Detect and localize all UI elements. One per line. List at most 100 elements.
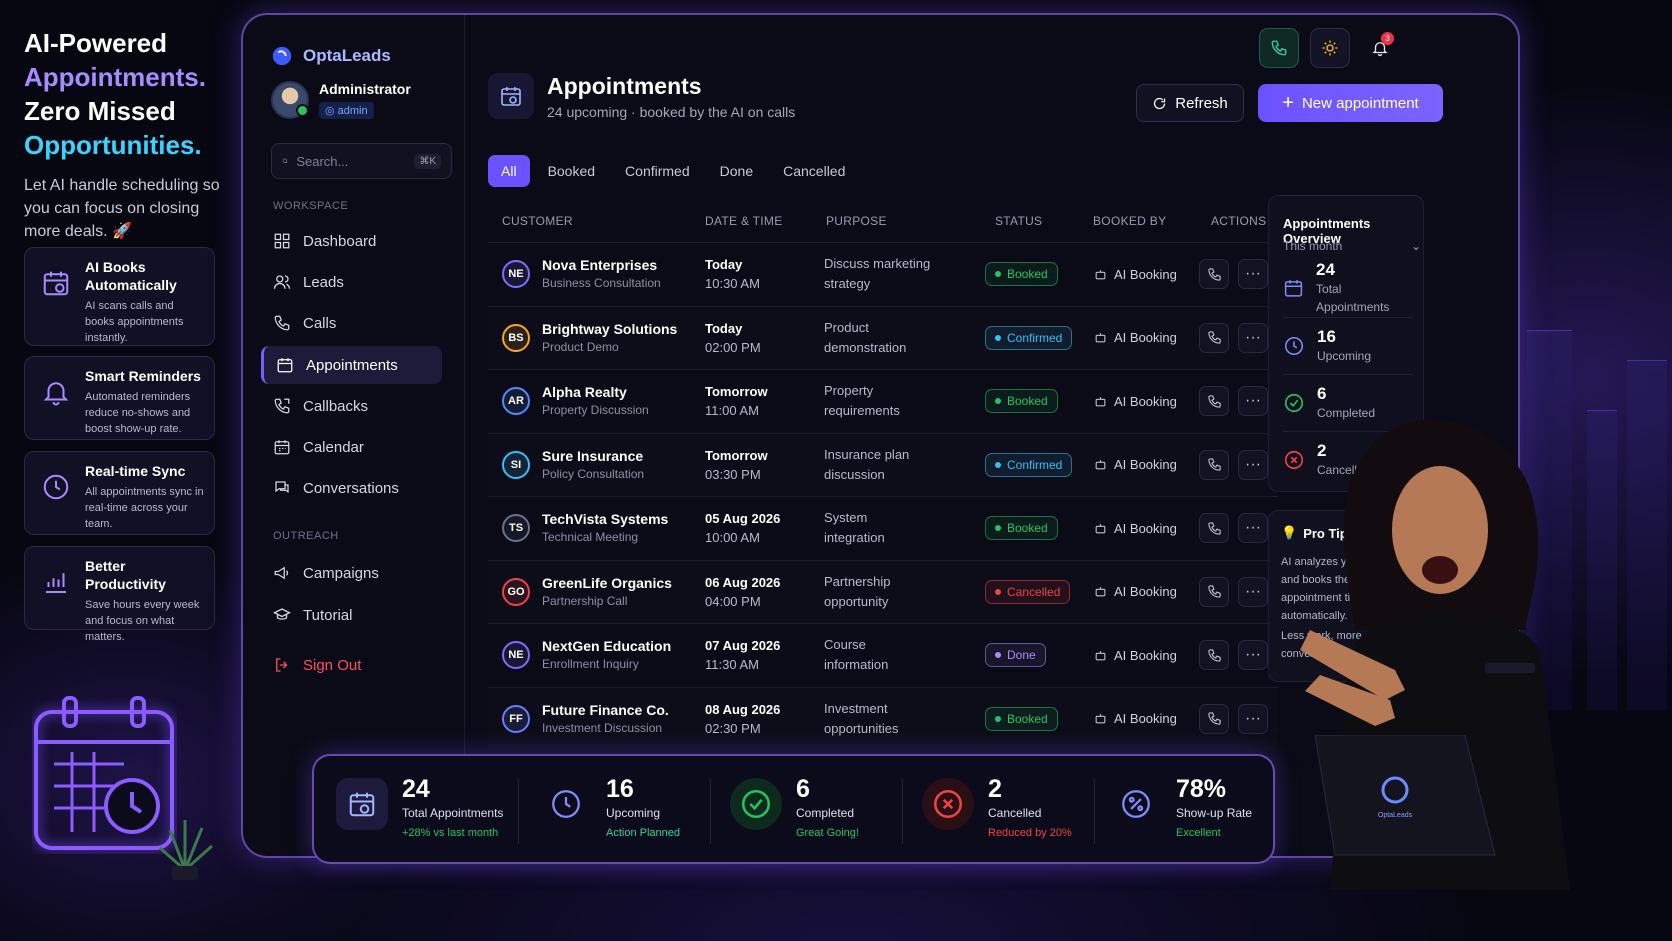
sidebar-item-calls[interactable]: Calls bbox=[261, 304, 442, 342]
more-actions-button[interactable]: ··· bbox=[1238, 703, 1268, 734]
customer-cell: AR Alpha Realty Property Discussion bbox=[502, 383, 649, 419]
purpose-line-2: demonstration bbox=[824, 339, 907, 355]
datetime-cell: Today 02:00 PM bbox=[705, 319, 761, 357]
call-button[interactable] bbox=[1259, 28, 1299, 68]
appointment-time: 03:30 PM bbox=[705, 466, 761, 482]
booked-by-cell: AI Booking bbox=[1094, 457, 1177, 472]
more-actions-button[interactable]: ··· bbox=[1238, 259, 1268, 290]
customer-name[interactable]: TechVista Systems bbox=[542, 511, 669, 528]
call-customer-button[interactable] bbox=[1199, 513, 1229, 544]
call-customer-button[interactable] bbox=[1199, 576, 1229, 607]
purpose-line-2: requirements bbox=[824, 403, 900, 419]
customer-cell: NE NextGen Education Enrollment Inquiry bbox=[502, 637, 671, 673]
calendar-icon bbox=[336, 778, 388, 830]
calendar-grid-icon bbox=[274, 440, 290, 455]
overview-total: 24 Total Appointments bbox=[1283, 260, 1413, 316]
more-actions-button[interactable]: ··· bbox=[1238, 576, 1268, 607]
tab-confirmed[interactable]: Confirmed bbox=[625, 163, 690, 179]
call-customer-button[interactable] bbox=[1199, 322, 1229, 353]
search-box[interactable]: ⌘K bbox=[271, 143, 452, 179]
table-row[interactable]: BS Brightway Solutions Product Demo Toda… bbox=[488, 305, 1278, 370]
logout-icon bbox=[276, 658, 288, 672]
sidebar-item-calendar[interactable]: Calendar bbox=[261, 428, 442, 466]
booked-by-cell: AI Booking bbox=[1094, 267, 1177, 282]
table-row[interactable]: NE NextGen Education Enrollment Inquiry … bbox=[488, 623, 1278, 687]
table-row[interactable]: GO GreenLife Organics Partnership Call 0… bbox=[488, 559, 1278, 624]
period-select[interactable]: This month ⌄ bbox=[1283, 239, 1421, 253]
bell-icon bbox=[1372, 42, 1388, 57]
refresh-button[interactable]: Refresh bbox=[1136, 84, 1244, 122]
header-datetime: DATE & TIME bbox=[705, 214, 783, 228]
sidebar-item-callbacks[interactable]: Callbacks bbox=[261, 387, 442, 425]
purpose-cell: Course information bbox=[824, 635, 954, 675]
call-customer-button[interactable] bbox=[1199, 259, 1229, 290]
brand[interactable]: OptaLeads bbox=[271, 45, 391, 67]
purpose-cell: Partnership opportunity bbox=[824, 572, 954, 612]
user-profile[interactable]: Administrator ◎ admin bbox=[271, 81, 411, 119]
call-customer-button[interactable] bbox=[1199, 703, 1229, 734]
call-customer-button[interactable] bbox=[1199, 386, 1229, 417]
more-actions-button[interactable]: ··· bbox=[1238, 449, 1268, 480]
more-actions-button[interactable]: ··· bbox=[1238, 640, 1268, 671]
stat-number: 6 bbox=[796, 775, 810, 803]
table-row[interactable]: FF Future Finance Co. Investment Discuss… bbox=[488, 686, 1278, 751]
purpose-cell: Property requirements bbox=[824, 381, 954, 421]
purpose-cell: System integration bbox=[824, 508, 954, 548]
sidebar-item-tutorial[interactable]: Tutorial bbox=[261, 596, 442, 634]
main-content: 3 Appointments 24 upcoming · booked by t… bbox=[465, 15, 1518, 856]
customer-name[interactable]: Future Finance Co. bbox=[542, 701, 669, 718]
table-row[interactable]: NE Nova Enterprises Business Consultatio… bbox=[488, 242, 1278, 306]
nav-label: Callbacks bbox=[303, 397, 369, 415]
customer-subtitle: Technical Meeting bbox=[542, 530, 639, 545]
promo-headline: AI-Powered Appointments. Zero Missed Opp… bbox=[24, 26, 224, 162]
customer-name[interactable]: Alpha Realty bbox=[542, 384, 627, 401]
booked-by-cell: AI Booking bbox=[1094, 711, 1177, 726]
headline-line-1: AI-Powered bbox=[24, 28, 168, 58]
calendar-icon bbox=[277, 358, 293, 373]
customer-name[interactable]: NextGen Education bbox=[542, 638, 672, 655]
customer-name[interactable]: GreenLife Organics bbox=[542, 574, 672, 591]
sidebar-item-dashboard[interactable]: Dashboard bbox=[261, 222, 442, 260]
new-appointment-button[interactable]: + New appointment bbox=[1258, 84, 1443, 122]
more-actions-button[interactable]: ··· bbox=[1238, 386, 1268, 417]
more-actions-button[interactable]: ··· bbox=[1238, 513, 1268, 544]
customer-name[interactable]: Nova Enterprises bbox=[542, 257, 658, 274]
nav-label: Tutorial bbox=[303, 606, 353, 624]
feature-title: Better Productivity bbox=[85, 558, 166, 592]
sidebar-item-conversations[interactable]: Conversations bbox=[261, 469, 442, 507]
notifications-button[interactable]: 3 bbox=[1360, 28, 1400, 68]
more-actions-button[interactable]: ··· bbox=[1238, 322, 1268, 353]
grid-icon bbox=[274, 233, 290, 249]
sidebar-item-appointments[interactable]: Appointments bbox=[261, 346, 442, 384]
status-badge: Booked bbox=[985, 516, 1058, 541]
bar-chart-icon bbox=[46, 573, 66, 593]
tab-all[interactable]: All bbox=[488, 155, 530, 187]
sign-out-button[interactable]: Sign Out bbox=[261, 646, 442, 684]
customer-initials: BS bbox=[502, 323, 530, 352]
booked-by-label: AI Booking bbox=[1114, 647, 1177, 663]
sidebar-item-leads[interactable]: Leads bbox=[261, 263, 442, 301]
search-input[interactable] bbox=[296, 153, 407, 169]
stat-sub: Action Planned bbox=[606, 827, 680, 839]
tab-booked[interactable]: Booked bbox=[547, 163, 596, 179]
header-customer: CUSTOMER bbox=[502, 214, 573, 228]
table-row[interactable]: SI Sure Insurance Policy Consultation To… bbox=[488, 432, 1278, 497]
nav-label: Conversations bbox=[303, 479, 399, 497]
appointment-time: 10:30 AM bbox=[705, 276, 760, 292]
sidebar-item-campaigns[interactable]: Campaigns bbox=[261, 554, 442, 592]
datetime-cell: Tomorrow 11:00 AM bbox=[705, 382, 768, 420]
call-customer-button[interactable] bbox=[1199, 449, 1229, 480]
table-row[interactable]: AR Alpha Realty Property Discussion Tomo… bbox=[488, 369, 1278, 433]
overview-label: Completed bbox=[1317, 405, 1376, 420]
booked-by-cell: AI Booking bbox=[1094, 394, 1177, 409]
customer-name[interactable]: Brightway Solutions bbox=[542, 320, 678, 337]
tab-done[interactable]: Done bbox=[719, 163, 754, 179]
customer-name[interactable]: Sure Insurance bbox=[542, 447, 644, 464]
purpose-line-2: information bbox=[824, 657, 889, 673]
calendar-icon bbox=[1284, 280, 1303, 297]
booked-by-cell: AI Booking bbox=[1094, 521, 1177, 536]
tab-cancelled[interactable]: Cancelled bbox=[783, 163, 846, 179]
theme-toggle-button[interactable] bbox=[1310, 28, 1350, 68]
call-customer-button[interactable] bbox=[1199, 640, 1229, 671]
table-row[interactable]: TS TechVista Systems Technical Meeting 0… bbox=[488, 496, 1278, 560]
